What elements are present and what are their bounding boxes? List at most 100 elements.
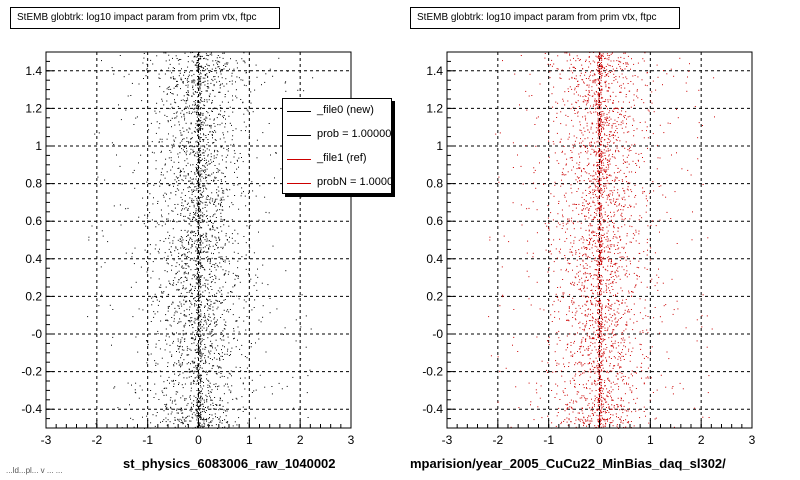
data-point [181,266,183,268]
data-point [204,105,206,107]
data-point [594,257,596,259]
data-point [583,81,584,83]
data-point [197,101,199,103]
data-point [634,196,636,198]
data-point [621,333,623,335]
data-point [176,271,178,273]
data-point [602,411,604,413]
data-point [196,248,198,250]
data-point [599,291,600,293]
data-point [228,342,230,344]
data-point [180,292,182,294]
data-point [238,417,240,419]
data-point [192,220,194,222]
data-point [574,352,576,354]
data-point [184,229,186,231]
data-point [532,256,534,258]
data-point [225,181,227,183]
data-point [632,124,633,126]
data-point [560,423,562,425]
data-point [595,55,597,57]
data-point [147,140,149,142]
data-point [613,131,615,133]
data-point [611,370,613,372]
data-point [599,54,601,56]
data-point [205,257,207,259]
data-point [212,245,214,247]
data-point [175,102,177,104]
data-point [556,132,558,134]
data-point [203,382,204,383]
data-point [214,200,216,202]
data-point [630,241,632,243]
data-point [249,80,251,82]
data-point [177,84,179,86]
data-point [278,382,280,384]
data-point [631,144,633,146]
data-point [609,87,611,89]
data-point [181,419,183,421]
data-point [570,184,572,186]
data-point [617,81,619,83]
data-point [197,290,199,292]
data-point [654,307,656,308]
data-point [577,86,579,88]
data-point [189,420,191,422]
data-point [604,67,606,69]
data-point [187,173,189,175]
data-point [191,137,193,139]
data-point [223,328,225,330]
data-point [631,191,633,193]
data-point [225,118,226,120]
data-point [620,91,622,93]
data-point [225,321,227,323]
data-point [174,117,176,119]
data-point [612,399,614,401]
data-point [181,265,183,267]
data-point [195,408,197,410]
data-point [544,57,546,59]
data-point [249,280,251,282]
data-point [221,122,223,124]
data-point [655,89,657,91]
data-point [577,58,579,59]
data-point [599,415,601,417]
data-point [159,181,160,183]
data-point [198,317,200,319]
data-point [589,345,591,347]
data-point [600,63,601,65]
data-point [619,236,621,238]
data-point [201,329,203,331]
data-point [159,123,161,125]
data-point [572,106,574,108]
data-point [617,364,619,366]
data-point [199,425,201,427]
data-point [609,392,611,394]
data-point [621,290,623,292]
data-point [203,165,205,167]
data-point [596,123,598,125]
data-point [198,120,200,122]
data-point [200,97,202,99]
data-point [601,168,603,169]
data-point [613,244,615,246]
data-point [217,171,219,173]
data-point [602,319,604,321]
data-point [204,346,206,348]
data-point [601,404,603,405]
data-point [216,189,218,191]
data-point [207,287,208,289]
data-point [611,350,613,352]
data-point [232,135,234,137]
data-point [209,324,211,325]
data-point [600,343,602,345]
data-point [579,75,581,77]
data-point [207,134,209,135]
data-point [174,68,175,69]
data-point [213,84,215,86]
data-point [616,145,618,147]
data-point [199,350,201,352]
data-point [207,218,208,220]
data-point [587,158,589,160]
data-point [202,233,204,235]
